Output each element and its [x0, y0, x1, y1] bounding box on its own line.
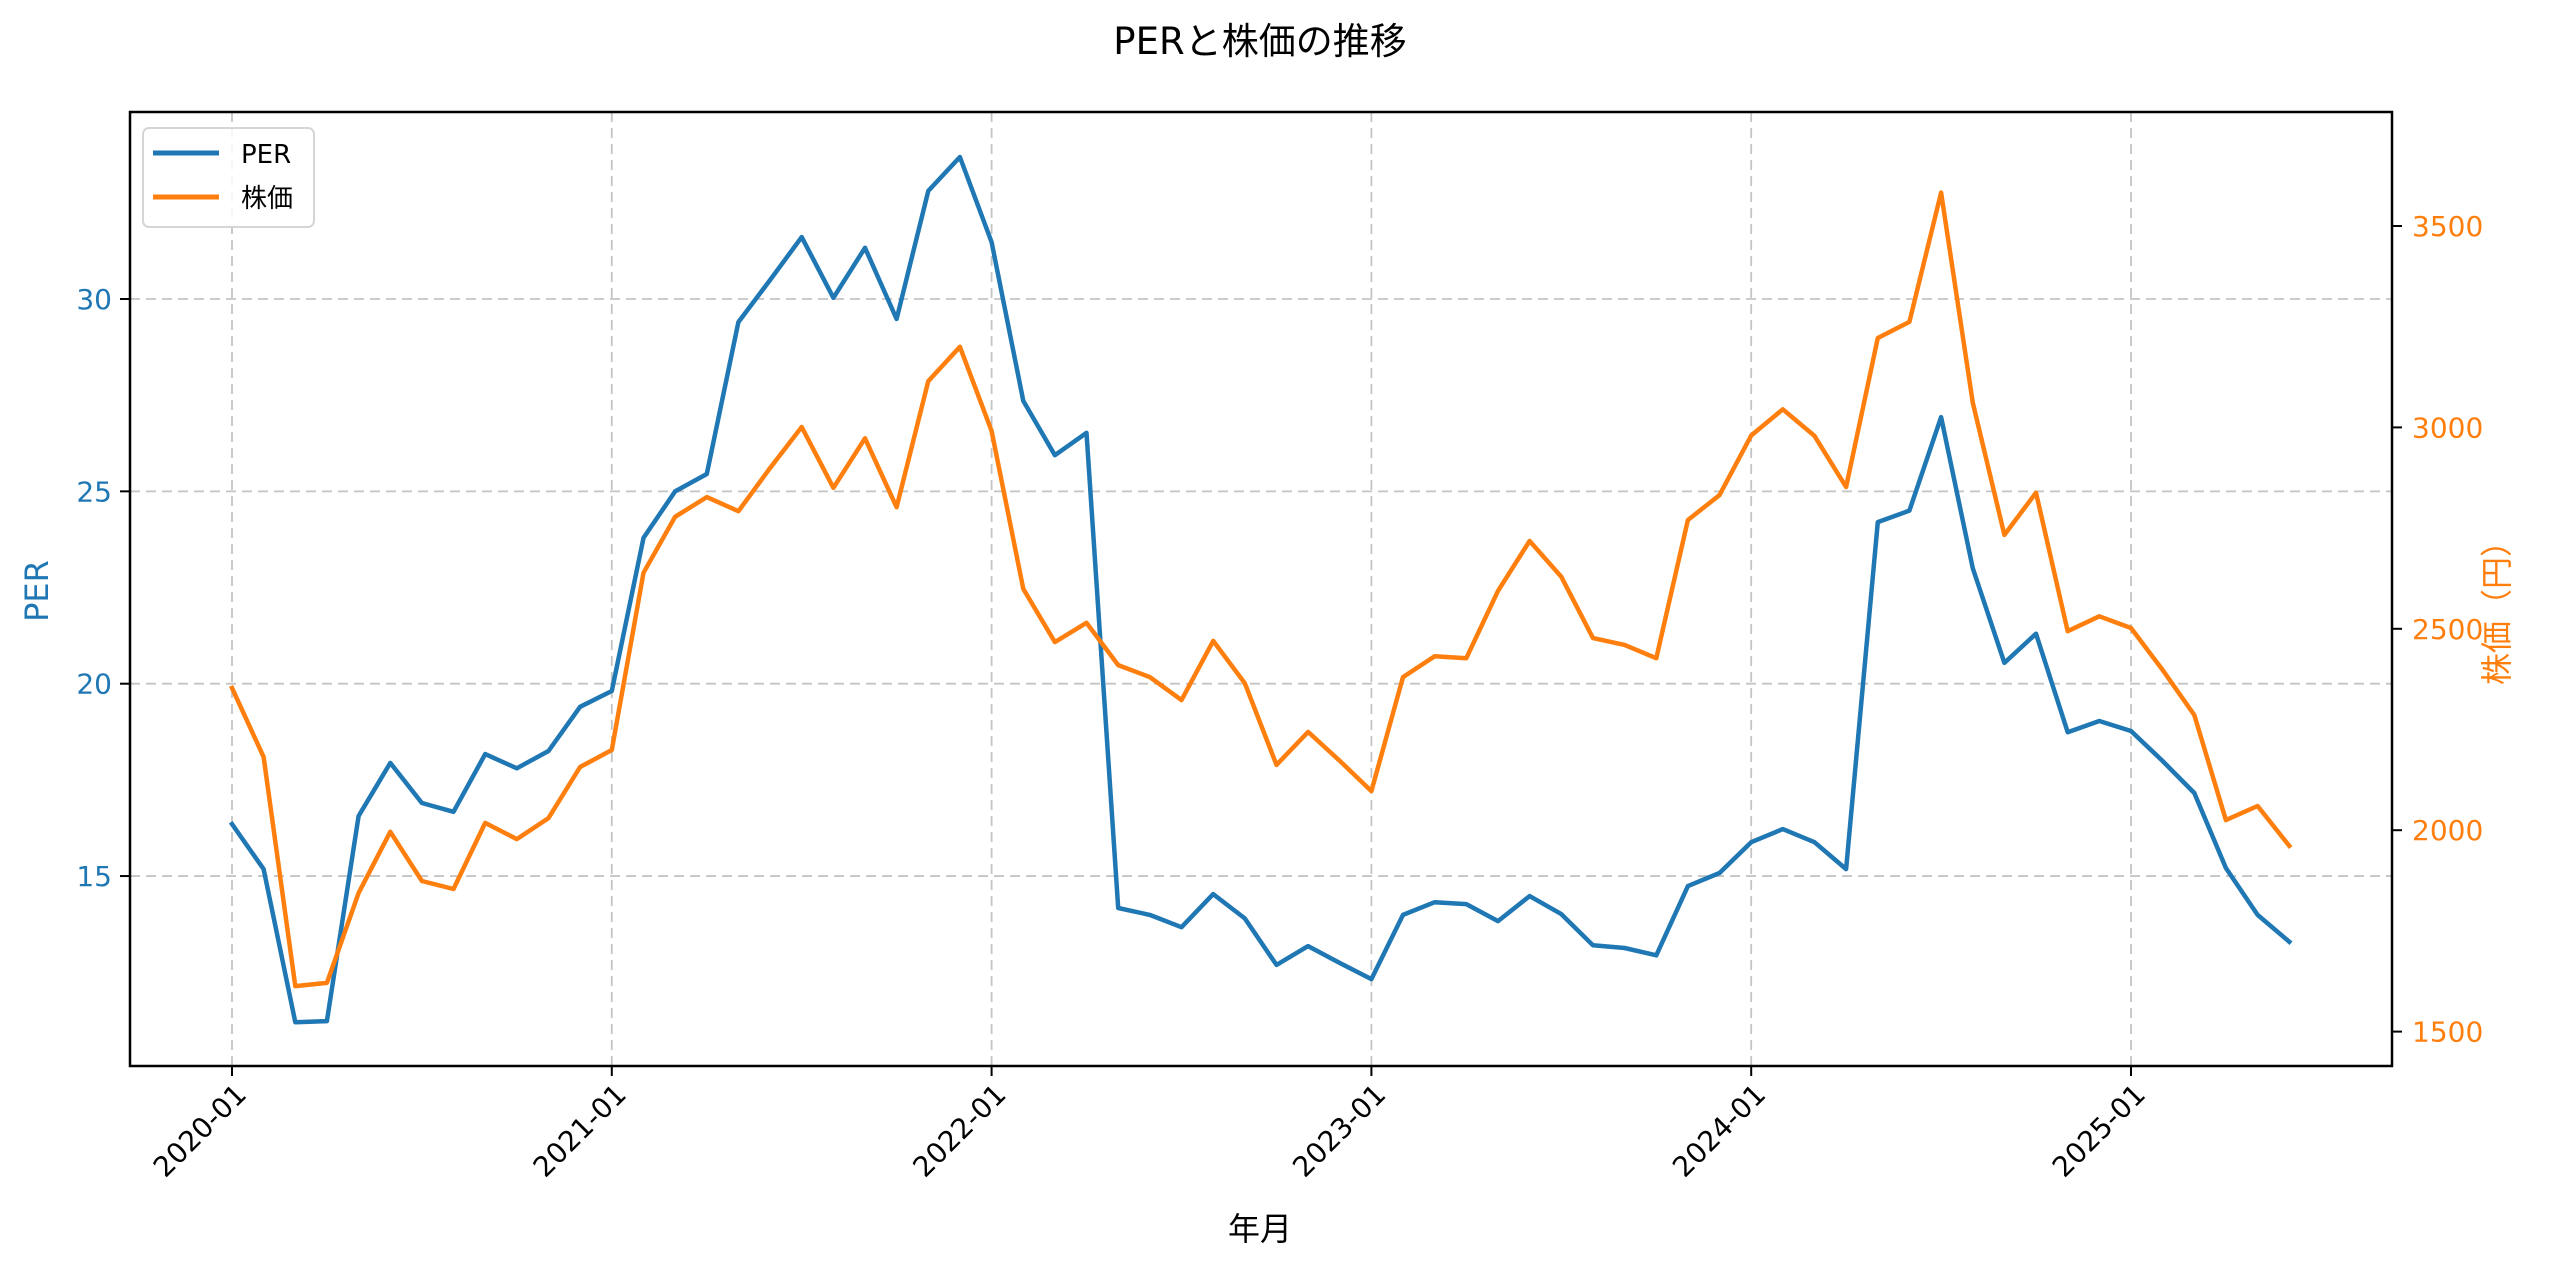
left-axis-label: PER	[18, 560, 56, 622]
right-y-tick-label: 1500	[2412, 1016, 2483, 1049]
per-line	[228, 154, 2293, 1025]
x-tick-label: 2020-01	[147, 1078, 253, 1184]
grid-lines	[130, 112, 2392, 1066]
right-y-tick-label: 2500	[2412, 613, 2483, 646]
left-y-tick-label: 20	[76, 668, 112, 701]
right-y-tick-label: 2000	[2412, 814, 2483, 847]
left-y-tick-label: 30	[76, 283, 112, 316]
x-tick-label: 2023-01	[1286, 1078, 1392, 1184]
right-axis-label: 株価（円）	[2478, 525, 2516, 685]
left-y-tick-label: 25	[76, 475, 112, 508]
left-y-axis: 15 20 25 30	[76, 283, 130, 893]
right-y-tick-label: 3000	[2412, 411, 2483, 444]
x-tick-label: 2021-01	[527, 1078, 633, 1184]
axes-frame	[128, 110, 2394, 1068]
right-y-axis: 1500 2000 2500 3000 3500	[2392, 210, 2483, 1049]
x-axis-label: 年月	[1228, 1210, 1292, 1248]
right-y-tick-label: 3500	[2412, 210, 2483, 243]
x-tick-label: 2022-01	[906, 1078, 1012, 1184]
x-tick-label: 2024-01	[1666, 1078, 1772, 1184]
left-y-tick-label: 15	[76, 860, 112, 893]
price-line	[229, 190, 2293, 989]
legend: PER 株価	[142, 127, 315, 228]
legend-price-label: 株価	[241, 184, 293, 214]
chart-title: PERと株価の推移	[1113, 20, 1406, 63]
legend-per-label: PER	[241, 140, 291, 170]
plot-area	[228, 154, 2293, 1025]
x-tick-label: 2025-01	[2046, 1078, 2152, 1184]
x-axis: 2020-01 2021-01 2022-01 2023-01 2024-01 2025-…	[147, 1066, 2152, 1184]
